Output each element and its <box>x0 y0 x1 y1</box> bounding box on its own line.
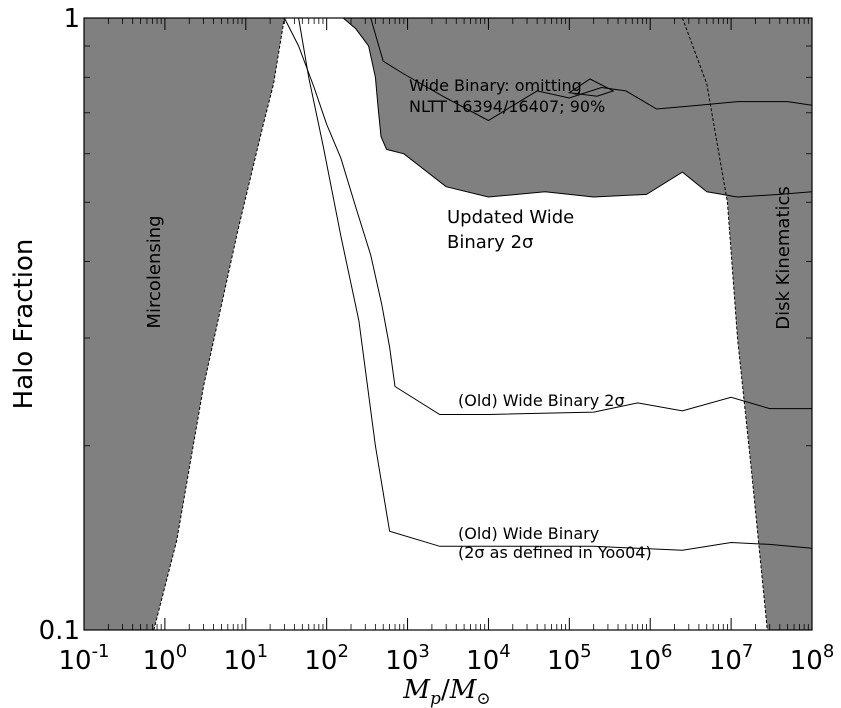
old-wide-binary-curve <box>283 17 812 415</box>
x-tick-exp: 0 <box>176 641 187 662</box>
wide-binary-contour-loop <box>567 78 615 97</box>
x-tick-base: 10 <box>58 646 91 676</box>
x-tick-label: 101 <box>224 641 269 676</box>
x-tick-base: 10 <box>143 646 176 676</box>
x-tick-base: 10 <box>547 646 580 676</box>
x-tick-exp: 2 <box>337 641 348 662</box>
constraint-curves <box>283 17 813 551</box>
microlensing-region <box>84 18 285 630</box>
x-tick-exp: -1 <box>92 641 110 662</box>
x-tick-label: 106 <box>628 641 673 676</box>
x-tick-base: 10 <box>709 646 742 676</box>
updated-wide-binary-boundary <box>342 17 813 198</box>
x-axis-title-sub2: ⊙ <box>476 689 490 708</box>
x-axis-title: Mp/M⊙ <box>402 675 490 708</box>
microlensing-label: Mircolensing <box>144 215 165 328</box>
wide-binary-omitting-label: NLTT 16394/16407; 90% <box>409 97 605 116</box>
x-tick-base: 10 <box>790 646 823 676</box>
x-tick-base: 10 <box>628 646 661 676</box>
plot-frame <box>83 17 813 631</box>
x-tick-exp: 6 <box>661 641 672 662</box>
y-tick-label: 0.1 <box>39 616 80 646</box>
x-tick-exp: 3 <box>418 641 429 662</box>
x-tick-label: 102 <box>304 641 349 676</box>
x-tick-label: 103 <box>385 641 430 676</box>
x-tick-exp: 7 <box>742 641 753 662</box>
old-wide-binary-yoo04-label: (Old) Wide Binary <box>458 524 599 543</box>
x-tick-exp: 8 <box>823 641 834 662</box>
x-tick-label: 107 <box>709 641 754 676</box>
x-tick-base: 10 <box>466 646 499 676</box>
x-tick-base: 10 <box>385 646 418 676</box>
updated-wide-binary-label: Binary 2σ <box>447 232 533 253</box>
x-tick-exp: 5 <box>580 641 591 662</box>
x-tick-label: 108 <box>790 641 835 676</box>
excluded-regions <box>84 17 813 631</box>
x-tick-label: 10-1 <box>58 641 109 676</box>
x-tick-label: 104 <box>466 641 511 676</box>
old-wide-binary-label: (Old) Wide Binary 2σ <box>458 391 625 410</box>
y-tick-label: 1 <box>63 4 80 34</box>
x-axis-title-main: M <box>402 675 431 705</box>
annotations: Mircolensing Disk Kinematics Updated Wide B… <box>144 76 794 562</box>
x-tick-label: 105 <box>547 641 592 676</box>
old-wide-binary-yoo04-label: (2σ as defined in Yoo04) <box>458 543 652 562</box>
wide-binary-omitting-label: Wide Binary: omitting <box>409 76 582 95</box>
microlensing-boundary <box>153 17 285 631</box>
updated-wide-binary-label: Updated Wide <box>447 207 574 228</box>
y-axis-title: Halo Fraction <box>9 239 39 410</box>
x-tick-label: 100 <box>143 641 188 676</box>
x-tick-exp: 4 <box>499 641 510 662</box>
old-wide-binary-yoo04-curve <box>298 17 813 551</box>
x-tick-base: 10 <box>304 646 337 676</box>
x-axis-title-sub1: p <box>430 689 441 708</box>
disk-kinematics-label: Disk Kinematics <box>773 186 794 330</box>
wide-binary-omitting-curve <box>370 17 813 122</box>
x-tick-exp: 1 <box>257 641 268 662</box>
x-tick-base: 10 <box>224 646 257 676</box>
x-axis-title-main2: M <box>449 675 478 705</box>
x-axis-title-sep: / <box>441 675 450 705</box>
updated-wide-binary-region <box>343 18 812 197</box>
